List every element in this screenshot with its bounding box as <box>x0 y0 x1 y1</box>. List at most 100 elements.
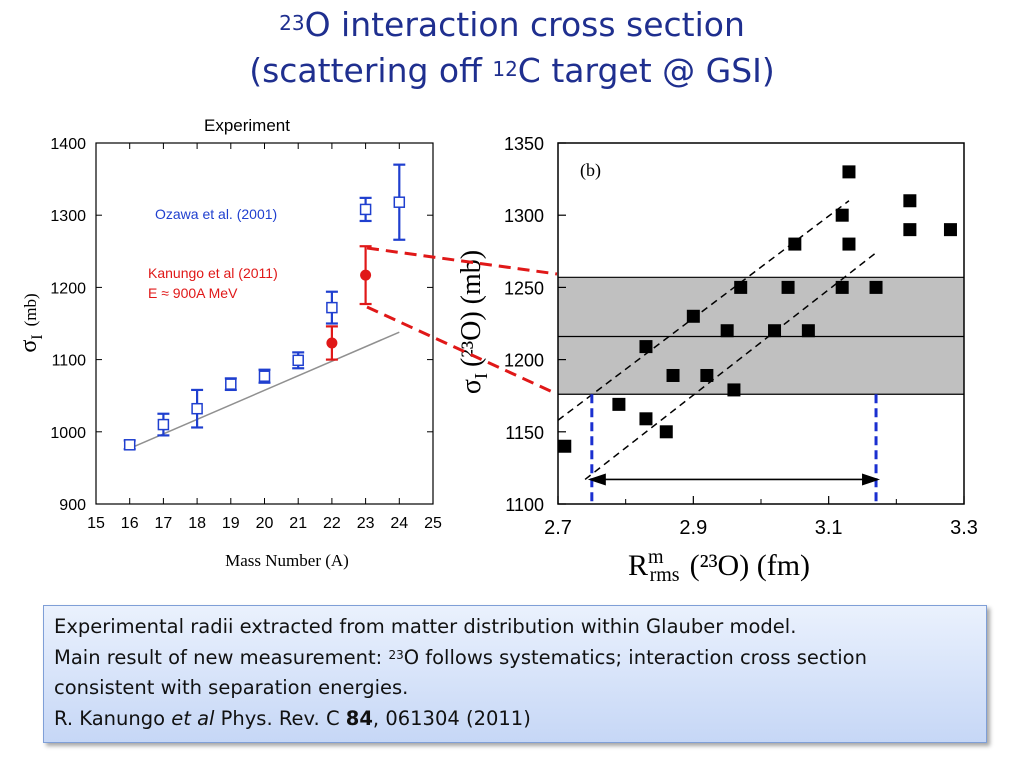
left-x-tick-label: 15 <box>87 515 105 532</box>
left-x-tick-label: 20 <box>256 515 274 532</box>
right-x-axis-label: Rm rms (²³O) (fm) <box>628 546 810 586</box>
left-x-tick-label: 25 <box>424 515 442 532</box>
left-x-ticks: 15 16 17 18 19 20 21 22 23 24 25 <box>87 143 442 532</box>
ref-pages-year: , 061304 (2011) <box>372 706 531 730</box>
ozawa-point <box>225 378 237 390</box>
right-x-ticks: 2.7 2.9 3.1 3.3 <box>544 496 978 539</box>
data-point <box>727 383 741 397</box>
left-x-tick-label: 21 <box>289 515 307 532</box>
panel-label-b: (b) <box>580 160 601 181</box>
right-vertical-markers <box>590 394 878 504</box>
caption-box: Experimental radii extracted from matter… <box>43 605 987 743</box>
svg-text:σI(²³O) (mb): σI(²³O) (mb) <box>456 250 491 394</box>
ref-journal: Phys. Rev. C <box>214 706 346 730</box>
data-point <box>639 412 653 426</box>
caption-line-2-pre: Main result of new measurement: <box>54 645 389 669</box>
left-x-tick-label: 24 <box>390 515 408 532</box>
right-x-tick-label: 2.7 <box>544 517 572 539</box>
data-point <box>700 368 714 382</box>
data-point <box>842 165 856 179</box>
data-point <box>734 280 748 294</box>
data-point <box>788 237 802 251</box>
caption-superscript-23: 23 <box>388 647 404 662</box>
ozawa-point <box>258 370 271 382</box>
right-y-tick-label: 1100 <box>505 495 544 515</box>
data-point <box>720 324 734 338</box>
data-point <box>768 324 782 338</box>
uncertainty-band <box>558 277 964 395</box>
right-y-tick-label: 1150 <box>505 423 544 443</box>
arrow-head-right <box>862 473 881 486</box>
ozawa-point <box>359 203 372 216</box>
left-chart: 15 16 17 18 19 20 21 22 23 24 25 900 1000 1100 1200 13… <box>16 136 442 570</box>
data-point <box>639 340 653 354</box>
right-y-tick-label: 1350 <box>504 134 544 154</box>
connector-line-bottom <box>366 305 558 396</box>
caption-line-2-post: O follows systematics; interaction cross… <box>403 645 867 669</box>
data-point <box>869 280 883 294</box>
connector-line-top <box>366 246 558 276</box>
right-x-tick-label: 3.1 <box>815 517 843 539</box>
data-point <box>612 397 626 411</box>
left-x-axis-label: Mass Number (A) <box>225 551 349 570</box>
left-x-tick-label: 22 <box>323 515 341 532</box>
data-point <box>781 280 795 294</box>
dashed-fit-line <box>557 200 850 421</box>
data-point <box>903 223 917 237</box>
title-line-2-pre: (scattering off <box>249 51 493 90</box>
slide-title: 23O interaction cross section (scatterin… <box>0 2 1024 94</box>
title-superscript-12: 12 <box>492 57 518 81</box>
data-point <box>666 368 680 382</box>
right-y-tick-label: 1300 <box>504 206 544 226</box>
left-x-tick-label: 19 <box>222 515 240 532</box>
arrow-head-left <box>587 473 606 486</box>
left-x-tick-label: 17 <box>155 515 173 532</box>
ozawa-point <box>123 439 136 451</box>
left-x-tick-label: 23 <box>357 515 375 532</box>
title-line-2: (scattering off 12C target @ GSI) <box>0 48 1024 94</box>
charts-canvas: 15 16 17 18 19 20 21 22 23 24 25 900 1000 1100 1200 13… <box>16 134 978 586</box>
data-point <box>842 237 856 251</box>
left-y-tick-label: 1000 <box>50 425 86 442</box>
left-plot-frame <box>95 142 434 505</box>
right-marks <box>558 165 957 453</box>
title-superscript-23: 23 <box>279 11 305 35</box>
radius-range-arrow <box>587 473 881 486</box>
ozawa-point <box>191 402 203 415</box>
right-x-tick-label: 2.9 <box>679 517 707 539</box>
trend-line <box>129 331 400 450</box>
caption-line-2: Main result of new measurement: 23O foll… <box>54 643 976 674</box>
dashed-fit-line <box>584 252 877 481</box>
ozawa-point <box>292 354 304 367</box>
legend-kanungo: Kanungo et al (2011) <box>148 265 278 281</box>
left-y-axis-label: σI(mb) <box>16 293 46 352</box>
right-fit-lines <box>557 200 877 481</box>
caption-line-3: consistent with separation energies. <box>54 676 409 699</box>
ref-volume: 84 <box>345 706 373 730</box>
legend-ozawa: Ozawa et al. (2001) <box>155 206 277 222</box>
left-y-tick-label: 1300 <box>50 208 86 225</box>
title-line-1: 23O interaction cross section <box>0 2 1024 48</box>
data-point <box>659 425 673 439</box>
left-y-tick-label: 1200 <box>50 280 86 297</box>
left-y-tick-label: 1100 <box>52 353 87 370</box>
data-point <box>835 208 849 222</box>
title-line-2-post: C target @ GSI) <box>517 51 775 90</box>
data-point <box>801 324 815 338</box>
title-line-1-text: O interaction cross section <box>304 5 745 44</box>
right-chart: 2.7 2.9 3.1 3.3 1100 1150 1200 1250 1300 1350 (b… <box>456 134 978 586</box>
left-y-symbol: σI(mb) <box>16 293 46 352</box>
data-point <box>943 223 957 237</box>
data-point <box>558 439 572 453</box>
ozawa-point <box>326 301 338 314</box>
ref-author: R. Kanungo <box>54 706 172 730</box>
right-y-ticks: 1100 1150 1200 1250 1300 1350 <box>504 134 566 515</box>
kanungo-point <box>326 337 338 349</box>
kanungo-point <box>360 269 372 281</box>
left-y-ticks: 900 1000 1100 1200 1300 1400 <box>50 136 433 514</box>
data-point <box>835 280 849 294</box>
left-marks <box>123 163 406 451</box>
right-y-tick-label: 1250 <box>504 278 544 298</box>
right-x-tick-label: 3.3 <box>950 517 978 539</box>
caption-reference: R. Kanungo et al Phys. Rev. C 84, 061304… <box>54 704 976 735</box>
